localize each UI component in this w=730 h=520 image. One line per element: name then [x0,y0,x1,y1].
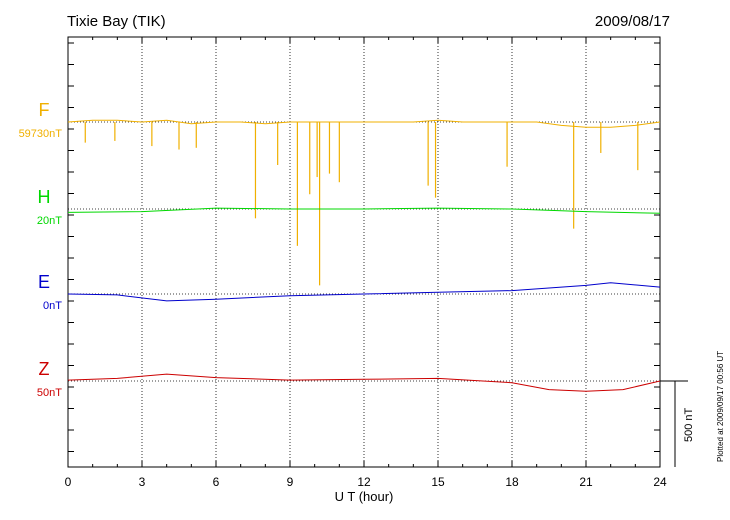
x-tick-label: 0 [65,475,72,489]
series-layer [67,119,661,392]
component-label-H: H [38,187,51,207]
x-tick-label: 3 [139,475,146,489]
date-title: 2009/08/17 [595,13,670,30]
x-tick-label: 12 [357,475,371,489]
baseline-label-Z: 50nT [37,387,62,399]
plotted-timestamp: Plotted at 2009/09/17 00:56 UT [716,351,725,462]
baseline-label-E: 0nT [43,300,62,312]
baseline-label-F: 59730nT [19,128,63,140]
station-title: Tixie Bay (TIK) [67,13,166,30]
series-line-E [67,282,661,302]
x-ticks: 0 3 6 9 12 15 18 21 24 [65,37,667,489]
x-tick-label: 21 [579,475,593,489]
series-line-Z [67,373,661,392]
scale-bar-label: 500 nT [683,407,695,442]
x-axis-label: U T (hour) [335,489,394,504]
x-tick-label: 24 [653,475,667,489]
baseline-label-H: 20nT [37,215,62,227]
x-tick-label: 6 [213,475,220,489]
grid [68,37,660,467]
plot-frame [67,36,661,468]
x-tick-label: 9 [287,475,294,489]
component-label-E: E [38,272,50,292]
series-line-F [67,119,661,128]
x-tick-label: 18 [505,475,519,489]
component-label-Z: Z [39,359,50,379]
component-labels: F 59730nT H 20nT E 0nT Z 50nT [19,100,63,399]
x-tick-label: 15 [431,475,445,489]
scale-bar: 500 nT [660,380,695,467]
component-label-F: F [39,100,50,120]
series-line-H [67,207,661,214]
